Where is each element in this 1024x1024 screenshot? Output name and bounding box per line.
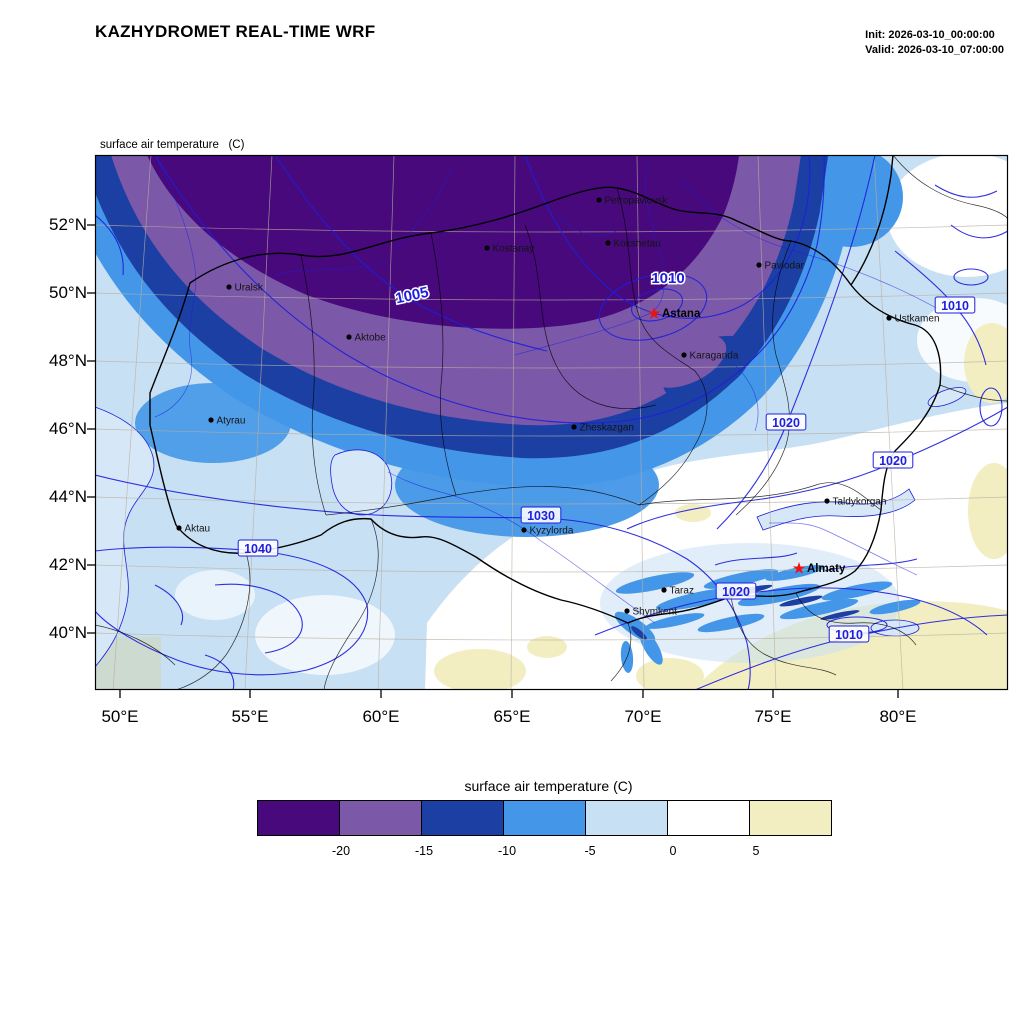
capital-star-icon: ★ (793, 560, 806, 576)
pressure-label-box (520, 506, 562, 524)
legend-tick: -10 (497, 844, 517, 858)
city-dot (624, 608, 630, 614)
lat-label: 40°N (49, 623, 87, 642)
city-dot (346, 334, 352, 340)
city-label: Aktau (185, 524, 211, 535)
map-frame (94, 154, 1009, 691)
city-dot (208, 417, 214, 423)
legend-tick: -20 (331, 844, 351, 858)
city-dot (484, 245, 490, 251)
city-label: Petropavlovsk (605, 196, 669, 207)
city-label: Zheskazgan (580, 423, 634, 434)
pressure-label: 1030 (527, 509, 555, 523)
city-dot (521, 527, 527, 533)
city-label: Almaty (807, 563, 846, 575)
lon-label: 75°E (754, 707, 792, 726)
legend-swatch (257, 800, 340, 836)
country-borders (95, 155, 1008, 690)
legend-tick: 0 (669, 844, 677, 858)
pressure-label-box (237, 539, 279, 557)
pressure-label: 1010 (651, 270, 684, 287)
city-label: Kostanay (493, 244, 535, 255)
pressure-label-box (872, 451, 914, 469)
city-label: Taraz (670, 586, 694, 597)
legend-tick: 5 (752, 844, 760, 858)
map: 1010 1005 1010 1020 1020 1030 1040 1020 1010 Pet… (49, 154, 1009, 726)
lon-label: 65°E (493, 707, 531, 726)
city-label: Aktobe (355, 333, 387, 344)
city-label: Atyrau (217, 416, 246, 427)
city-label: Astana (662, 308, 701, 320)
city-label: Shymkent (633, 607, 678, 618)
city-dot (605, 240, 611, 246)
legend-swatch (667, 800, 750, 836)
lat-label: 48°N (49, 351, 87, 370)
city-label: Taldykorgan (833, 497, 887, 508)
city-dot (756, 262, 762, 268)
valid-time: Valid: 2026-03-10_07:00:00 (865, 44, 1004, 57)
rivers (154, 155, 941, 624)
pressure-label: 1020 (722, 585, 750, 599)
run-times: Init: 2026-03-10_00:00:00 Valid: 2026-03… (865, 28, 1004, 59)
lat-label: 44°N (49, 487, 87, 506)
lakes (95, 387, 967, 668)
city-label: Kyzylorda (530, 526, 574, 537)
city-dot (226, 284, 232, 290)
city-dot (886, 315, 892, 321)
pressure-label-box (828, 625, 870, 643)
pressure-label: 1010 (835, 628, 863, 642)
capital-star-icon: ★ (648, 305, 661, 321)
legend-swatch (749, 800, 832, 836)
legend-swatch (421, 800, 504, 836)
legend-tick-labels: -20 -15 -10 -5 0 5 (258, 844, 839, 864)
lat-label: 42°N (49, 555, 87, 574)
city-dot (661, 587, 667, 593)
lon-label: 70°E (624, 707, 662, 726)
pressure-label: 1010 (941, 299, 969, 313)
pressure-label-box (765, 413, 807, 431)
legend-title: surface air temperature (C) (464, 778, 633, 794)
legend-swatch (585, 800, 668, 836)
legend-tick: -5 (584, 844, 596, 858)
pressure-label-box (715, 582, 757, 600)
lon-label: 50°E (101, 707, 139, 726)
city-dot (681, 352, 687, 358)
city-dot (571, 424, 577, 430)
pressure-label-box (934, 296, 976, 314)
lat-label: 52°N (49, 215, 87, 234)
city-label: Ustkamen (895, 314, 940, 325)
lon-label: 80°E (879, 707, 917, 726)
init-time: Init: 2026-03-10_00:00:00 (865, 29, 995, 41)
legend-swatch (339, 800, 422, 836)
city-label: Pavlodar (765, 261, 805, 272)
lat-label: 46°N (49, 419, 87, 438)
temperature-shading (95, 155, 1008, 690)
field-temp-label: surface air temperature (C) (100, 139, 245, 152)
pressure-label: 1020 (772, 416, 800, 430)
city-label: Karaganda (690, 351, 739, 362)
city-label: Uralsk (235, 283, 264, 294)
pressure-label: 1040 (244, 542, 272, 556)
lon-label: 60°E (362, 707, 400, 726)
city-dot (176, 525, 182, 531)
city-dot (824, 498, 830, 504)
lat-label: 50°N (49, 283, 87, 302)
city-dot (596, 197, 602, 203)
legend-colorbar (257, 800, 832, 836)
city-label: Kokshetau (614, 239, 661, 250)
legend-swatch (503, 800, 586, 836)
legend-tick: -15 (414, 844, 434, 858)
cities: Petropavlovsk Kostanay Kokshetau Pavlodar Ur… (176, 196, 940, 618)
axis-ticks (87, 224, 899, 698)
lon-label: 55°E (231, 707, 269, 726)
page-title: KAZHYDROMET REAL-TIME WRF (95, 22, 376, 41)
pressure-label: 1020 (879, 454, 907, 468)
